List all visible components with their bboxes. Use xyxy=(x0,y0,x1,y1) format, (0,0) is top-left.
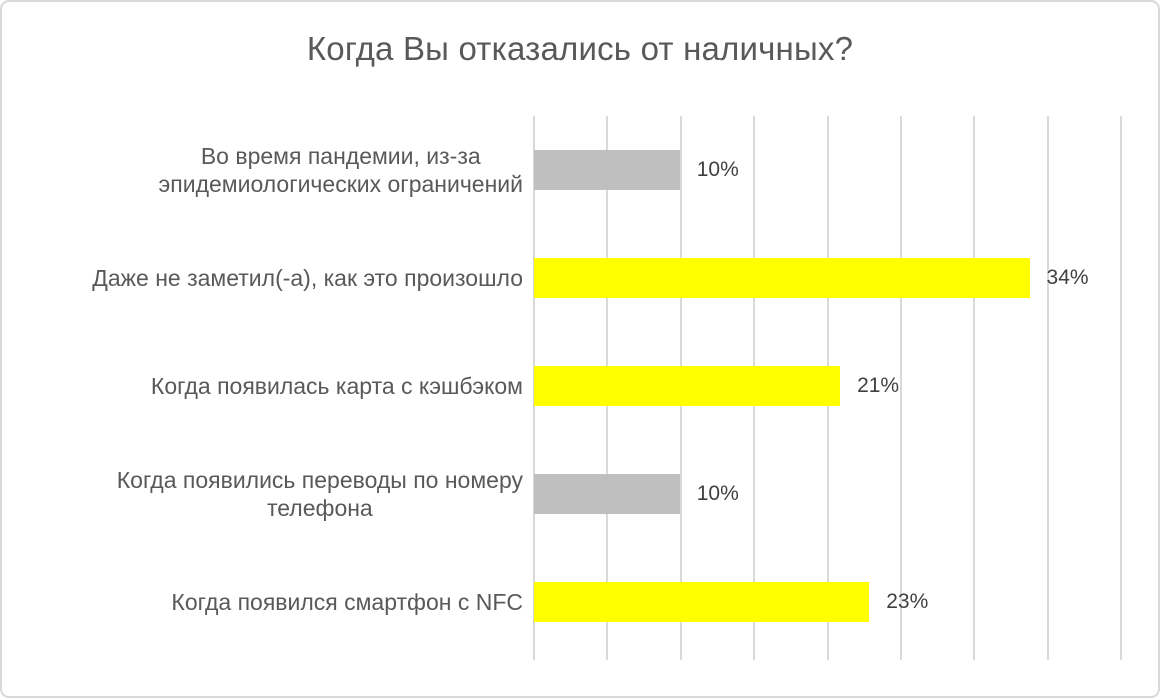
chart-row: Когда появились переводы по номеру телеф… xyxy=(2,440,1117,548)
bar xyxy=(534,474,680,514)
category-label: Когда появилась карта с кэшбэком xyxy=(150,372,523,399)
category-label-cell: Во время пандемии, из-за эпидемиологичес… xyxy=(2,142,534,198)
value-label: 10% xyxy=(696,158,739,181)
value-label: 34% xyxy=(1046,266,1089,289)
gridline xyxy=(973,116,976,660)
category-label: Когда появились переводы по номеру телеф… xyxy=(116,466,523,521)
category-label: Во время пандемии, из-за эпидемиологичес… xyxy=(158,142,523,197)
bar xyxy=(534,366,841,406)
bar xyxy=(534,582,870,622)
gridline xyxy=(1120,116,1122,660)
chart-row: Когда появился смартфон с NFC 23% xyxy=(2,548,1117,656)
value-label: 10% xyxy=(696,482,739,505)
category-label-cell: Когда появились переводы по номеру телеф… xyxy=(2,466,534,522)
bar-rows: Во время пандемии, из-за эпидемиологичес… xyxy=(2,116,1117,656)
bar xyxy=(534,150,680,190)
category-label-cell: Когда появилась карта с кэшбэком xyxy=(2,372,534,400)
chart-row: Во время пандемии, из-за эпидемиологичес… xyxy=(2,116,1117,224)
chart-row: Даже не заметил(-а), как это произошло 34… xyxy=(2,224,1117,332)
bar-track: 10% xyxy=(534,440,1117,548)
category-label: Даже не заметил(-а), как это произошло xyxy=(92,264,523,291)
bar-track: 21% xyxy=(534,332,1117,440)
chart-row: Когда появилась карта с кэшбэком 21% xyxy=(2,332,1117,440)
bar xyxy=(534,258,1030,298)
category-label-cell: Даже не заметил(-а), как это произошло xyxy=(2,264,534,292)
value-label: 21% xyxy=(857,374,900,397)
bar-track: 23% xyxy=(534,548,1117,656)
value-label: 23% xyxy=(886,590,929,613)
gridline xyxy=(899,116,902,660)
bar-track: 10% xyxy=(534,116,1117,224)
bar-track: 34% xyxy=(534,224,1117,332)
category-label-cell: Когда появился смартфон с NFC xyxy=(2,588,534,616)
chart-title: Когда Вы отказались от наличных? xyxy=(306,30,854,67)
gridline xyxy=(1046,116,1049,660)
category-label: Когда появился смартфон с NFC xyxy=(171,588,523,615)
